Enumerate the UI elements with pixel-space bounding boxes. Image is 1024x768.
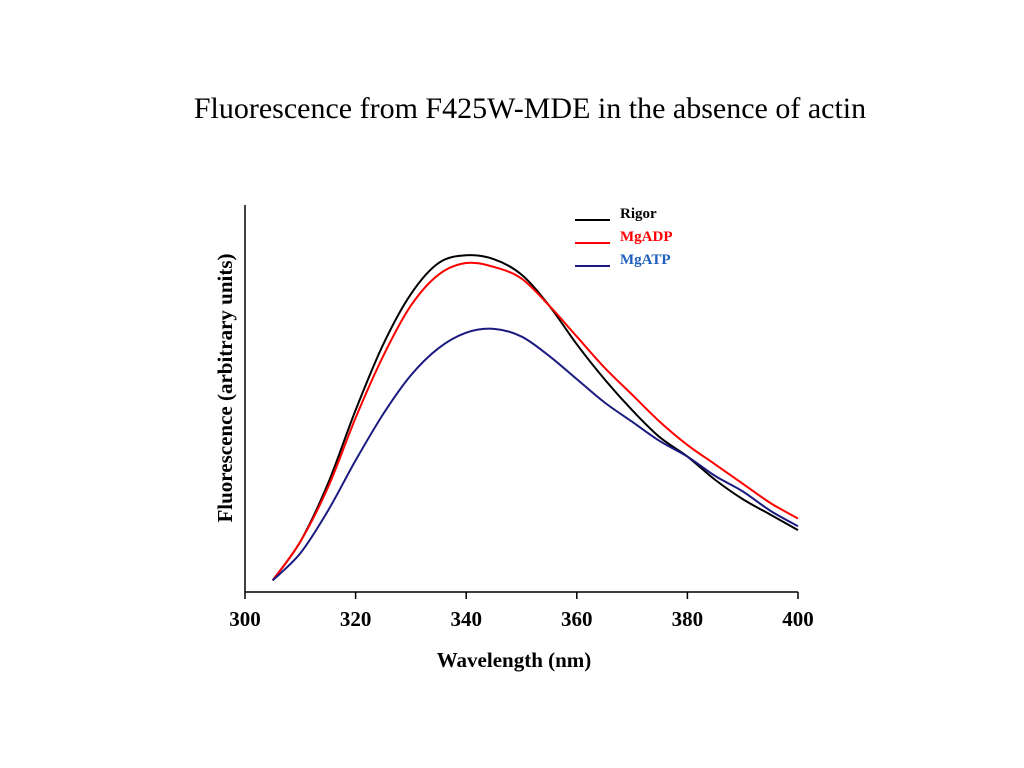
legend-label-mgatp: MgATP — [620, 252, 671, 268]
legend-label-rigor: Rigor — [620, 206, 657, 222]
x-tick-label: 320 — [340, 607, 372, 631]
x-tick-label: 340 — [450, 607, 482, 631]
chart-series-lines — [271, 254, 799, 582]
x-tick-label: 400 — [782, 607, 814, 631]
x-tick-label: 380 — [672, 607, 704, 631]
legend-label-mgadp: MgADP — [620, 229, 673, 245]
x-tick-label: 300 — [229, 607, 261, 631]
x-axis-label: Wavelength (nm) — [437, 648, 592, 672]
chart-axes — [244, 205, 798, 593]
page-title: Fluorescence from F425W-MDE in the absen… — [193, 92, 867, 125]
x-tick-label: 360 — [561, 607, 593, 631]
series-line-mgatp — [271, 327, 799, 582]
y-axis-label: Fluorescence (arbitrary units) — [213, 253, 237, 522]
series-line-rigor — [271, 254, 799, 581]
series-line-mgadp — [271, 261, 799, 581]
chart-ticks: 300 320 340 360 380 400 — [229, 592, 814, 631]
chart-legend: Rigor MgADP MgATP — [575, 206, 673, 268]
